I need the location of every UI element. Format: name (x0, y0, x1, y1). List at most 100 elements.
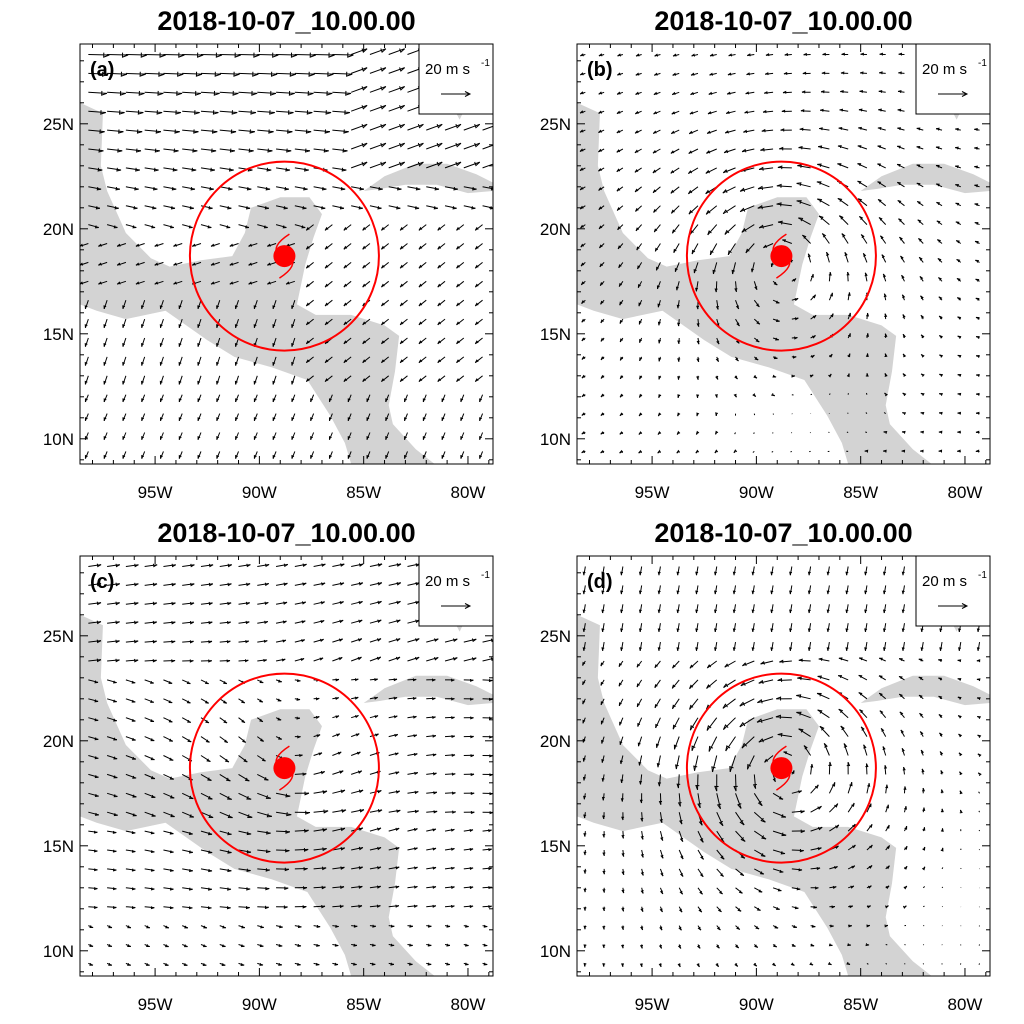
wind-vector (751, 604, 755, 614)
wind-vector (88, 186, 102, 191)
wind-vector (351, 770, 363, 775)
wind-vector (294, 601, 307, 605)
wind-vector (200, 811, 214, 818)
wind-vector (84, 318, 89, 328)
wind-vector (877, 127, 886, 131)
wind-vector (197, 375, 202, 385)
wind-vector (369, 962, 376, 966)
wind-vector (88, 717, 99, 722)
wind-vector (107, 71, 128, 77)
wind-vector (178, 375, 183, 385)
wind-vector (801, 90, 811, 94)
wind-vector (422, 451, 427, 459)
wind-vector (598, 72, 605, 76)
wind-vector (460, 413, 465, 422)
wind-vector (144, 563, 158, 568)
wind-vector (922, 846, 926, 851)
wind-vector (828, 272, 832, 282)
wind-vector (197, 394, 202, 403)
wind-vector (619, 755, 624, 765)
wind-vector (862, 252, 868, 263)
wind-vector (695, 604, 699, 614)
wind-vector (106, 755, 118, 760)
wind-vector (697, 830, 704, 843)
wind-vector (817, 675, 830, 681)
wind-vector (758, 736, 774, 743)
wind-vector (621, 887, 625, 894)
wind-vector (777, 732, 792, 738)
wind-vector (482, 867, 492, 871)
wind-vector (582, 604, 586, 614)
wind-vector (125, 925, 132, 929)
wind-vector (776, 696, 792, 701)
wind-vector (456, 280, 465, 288)
wind-vector (343, 337, 352, 345)
wind-vector (88, 736, 99, 741)
wind-vector (125, 906, 136, 910)
wind-vector (841, 52, 849, 56)
wind-vector (381, 224, 390, 231)
wind-vector (845, 604, 849, 614)
wind-vector (407, 962, 413, 966)
wind-vector (313, 129, 331, 134)
wind-vector (437, 224, 446, 231)
wind-vector (937, 239, 943, 244)
wind-vector (444, 866, 455, 870)
wind-vector (343, 375, 352, 382)
wind-vector (369, 581, 383, 586)
wind-vector (770, 262, 774, 268)
wind-vector (860, 52, 867, 56)
wind-vector (351, 846, 364, 851)
wind-vector (956, 258, 962, 263)
wind-vector (938, 296, 943, 301)
wind-vector (810, 886, 819, 890)
wind-vector (437, 280, 446, 288)
wind-vector (160, 394, 164, 403)
wind-vector (362, 243, 371, 250)
wind-vector (125, 736, 136, 741)
wind-vector (294, 679, 301, 683)
wind-vector (347, 394, 352, 403)
storm-radius-circle (188, 672, 380, 864)
wind-vector (159, 356, 164, 366)
lat-tick-label: 10N (43, 942, 74, 961)
wind-vector (635, 205, 643, 212)
wind-vector (88, 224, 99, 229)
wind-vector (581, 393, 586, 398)
wind-vector (369, 715, 379, 719)
wind-vector (652, 148, 661, 154)
wind-vector (688, 205, 699, 215)
wind-vector (897, 90, 905, 93)
wind-vector (919, 712, 924, 719)
wind-vector (144, 906, 155, 910)
wind-vector (84, 300, 89, 310)
wind-vector (445, 697, 455, 701)
wind-vector (877, 163, 886, 169)
wind-vector (843, 743, 849, 756)
wind-vector (144, 773, 156, 780)
wind-vector (882, 273, 887, 282)
wind-vector (182, 811, 195, 818)
wind-vector (275, 962, 282, 966)
wind-vector (381, 356, 390, 364)
wind-vector (388, 790, 401, 794)
wind-vector (257, 944, 264, 948)
wind-vector (716, 811, 724, 827)
wind-vector (388, 827, 400, 832)
wind-vector (444, 638, 458, 643)
wind-vector (938, 695, 943, 700)
storm-radius-circle (685, 160, 877, 352)
wind-vector (711, 755, 718, 773)
wind-vector (619, 736, 624, 745)
wind-vector (178, 451, 183, 459)
wind-vector (753, 375, 758, 379)
wind-vector (144, 792, 156, 798)
wind-vector (313, 582, 326, 586)
wind-vector (163, 736, 173, 742)
wind-vector (673, 736, 680, 750)
wind-vector (407, 809, 419, 814)
wind-vector (369, 186, 383, 191)
wind-vector (88, 563, 102, 568)
wind-vector (182, 148, 198, 153)
wind-vector (657, 604, 661, 614)
